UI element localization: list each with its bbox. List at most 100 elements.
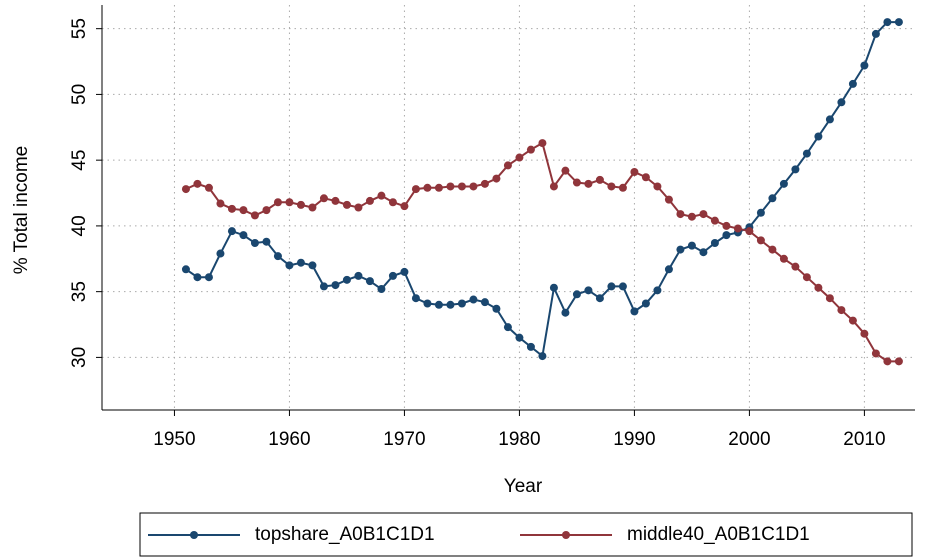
point bbox=[722, 221, 731, 230]
point bbox=[354, 203, 363, 212]
point bbox=[871, 349, 880, 358]
point bbox=[814, 283, 823, 292]
x-tick-label: 2000 bbox=[728, 429, 770, 450]
x-tick-label: 1950 bbox=[153, 429, 195, 450]
point bbox=[411, 185, 420, 194]
point bbox=[480, 298, 489, 307]
point bbox=[216, 249, 225, 258]
point bbox=[181, 265, 190, 274]
point bbox=[434, 300, 443, 309]
point bbox=[388, 198, 397, 207]
point bbox=[584, 179, 593, 188]
point bbox=[779, 179, 788, 188]
x-tick-label: 1990 bbox=[613, 429, 655, 450]
point bbox=[434, 183, 443, 192]
point bbox=[457, 299, 466, 308]
point bbox=[181, 185, 190, 194]
y-tick-label: 55 bbox=[69, 18, 90, 39]
series-line bbox=[185, 21, 899, 358]
point bbox=[825, 115, 834, 124]
point bbox=[768, 245, 777, 254]
point bbox=[308, 261, 317, 270]
point bbox=[204, 273, 213, 282]
legend-marker bbox=[190, 531, 198, 539]
point bbox=[710, 239, 719, 248]
point bbox=[319, 282, 328, 291]
point bbox=[273, 198, 282, 207]
point bbox=[296, 258, 305, 267]
point bbox=[607, 282, 616, 291]
point bbox=[227, 204, 236, 213]
point bbox=[273, 252, 282, 261]
point bbox=[365, 277, 374, 286]
point bbox=[699, 248, 708, 257]
point bbox=[802, 149, 811, 158]
point bbox=[227, 227, 236, 236]
y-tick-label: 30 bbox=[69, 347, 90, 368]
point bbox=[549, 283, 558, 292]
point bbox=[400, 267, 409, 276]
point bbox=[687, 212, 696, 221]
point bbox=[860, 61, 869, 70]
point bbox=[837, 306, 846, 315]
point bbox=[768, 194, 777, 203]
point bbox=[492, 304, 501, 313]
point bbox=[756, 236, 765, 245]
y-tick-label: 45 bbox=[69, 150, 90, 171]
point bbox=[342, 200, 351, 209]
y-axis-label: % Total income bbox=[11, 146, 32, 275]
point bbox=[687, 241, 696, 250]
series-line bbox=[185, 141, 899, 363]
point bbox=[193, 273, 202, 282]
point bbox=[216, 199, 225, 208]
point bbox=[388, 271, 397, 280]
point bbox=[296, 200, 305, 209]
y-tick-label: 35 bbox=[69, 281, 90, 302]
point bbox=[860, 329, 869, 338]
point bbox=[653, 182, 662, 191]
point bbox=[377, 191, 386, 200]
point bbox=[871, 29, 880, 38]
point bbox=[285, 198, 294, 207]
point bbox=[676, 245, 685, 254]
point bbox=[354, 271, 363, 280]
point bbox=[308, 203, 317, 212]
point bbox=[377, 285, 386, 294]
point bbox=[503, 161, 512, 170]
x-axis-label: Year bbox=[504, 476, 543, 497]
point bbox=[492, 174, 501, 183]
point bbox=[262, 206, 271, 215]
point bbox=[676, 210, 685, 219]
point bbox=[848, 316, 857, 325]
point bbox=[791, 262, 800, 271]
point bbox=[825, 294, 834, 303]
point bbox=[572, 290, 581, 299]
point bbox=[469, 295, 478, 304]
point bbox=[618, 282, 627, 291]
point bbox=[883, 357, 892, 366]
point bbox=[549, 182, 558, 191]
point bbox=[526, 342, 535, 351]
point bbox=[515, 333, 524, 342]
point bbox=[365, 196, 374, 205]
point bbox=[423, 299, 432, 308]
point bbox=[722, 231, 731, 240]
point bbox=[446, 300, 455, 309]
point bbox=[239, 206, 248, 215]
point bbox=[285, 261, 294, 270]
point bbox=[457, 182, 466, 191]
point bbox=[572, 178, 581, 187]
point bbox=[584, 286, 593, 295]
x-tick-label: 1980 bbox=[498, 429, 540, 450]
point bbox=[515, 153, 524, 162]
point bbox=[883, 18, 892, 27]
x-tick-label: 1960 bbox=[268, 429, 310, 450]
point bbox=[653, 286, 662, 295]
point bbox=[664, 265, 673, 274]
point bbox=[618, 183, 627, 192]
point bbox=[595, 175, 604, 184]
point bbox=[745, 227, 754, 236]
legend-box bbox=[139, 512, 913, 557]
point bbox=[664, 195, 673, 204]
